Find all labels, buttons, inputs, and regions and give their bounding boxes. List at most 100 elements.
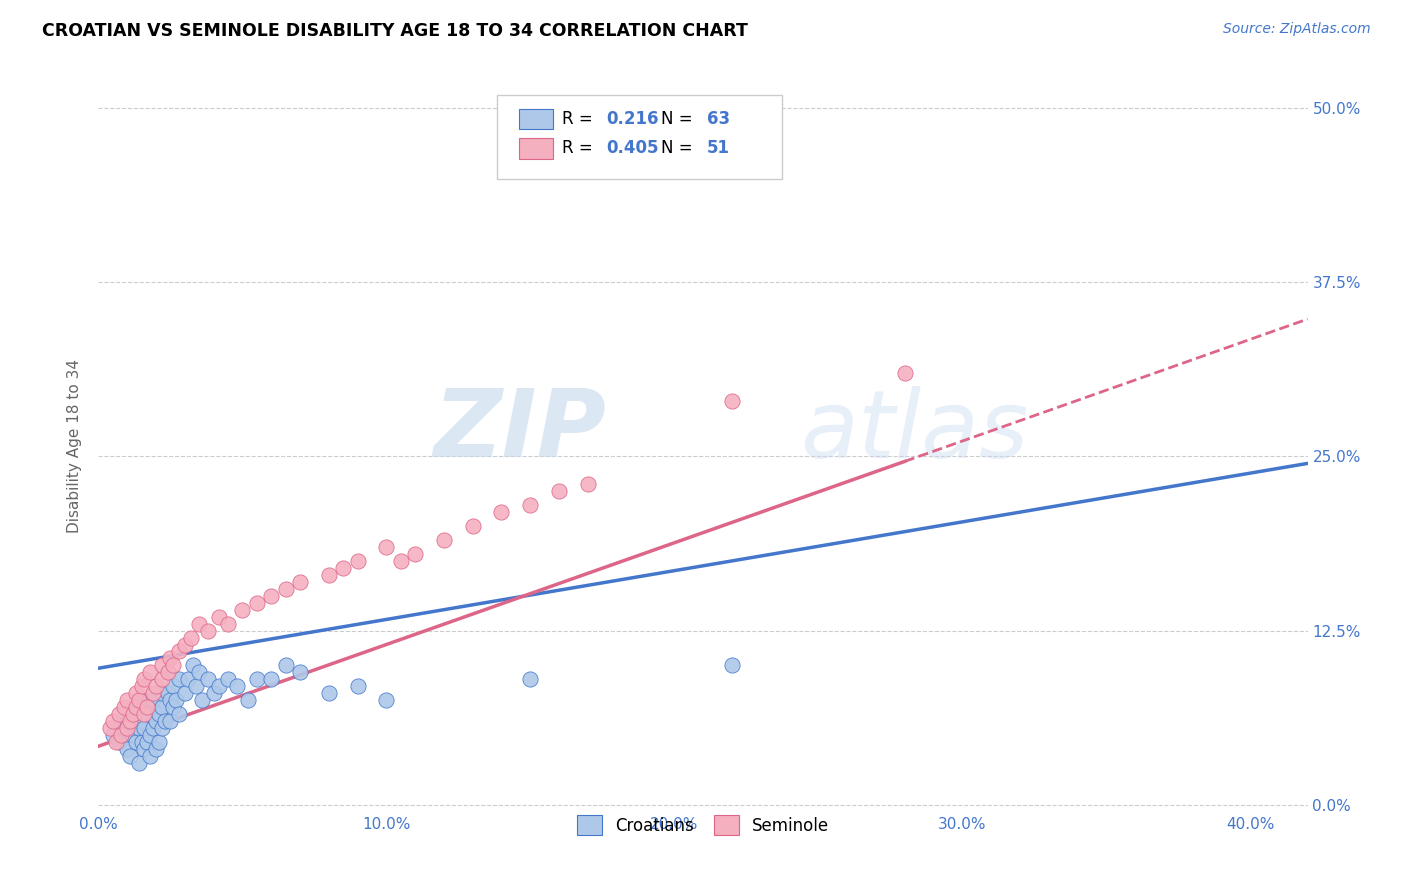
Point <box>159 651 181 665</box>
Point <box>115 742 138 756</box>
Point <box>159 714 181 728</box>
Text: R =: R = <box>561 110 598 128</box>
Point <box>139 728 162 742</box>
Point <box>433 533 456 547</box>
Point <box>142 686 165 700</box>
Point <box>125 735 148 749</box>
Point <box>150 721 173 735</box>
Point <box>260 589 283 603</box>
Point <box>101 714 124 728</box>
Point <box>156 665 179 680</box>
Point <box>173 686 195 700</box>
Point <box>115 714 138 728</box>
Point <box>139 665 162 680</box>
Point <box>150 700 173 714</box>
Point <box>720 658 742 673</box>
Point <box>236 693 259 707</box>
Text: 0.216: 0.216 <box>606 110 659 128</box>
Point <box>893 366 915 380</box>
Point <box>136 700 159 714</box>
Point <box>318 567 340 582</box>
Point <box>180 631 202 645</box>
Point <box>134 673 156 687</box>
Point <box>576 477 599 491</box>
Point <box>139 749 162 764</box>
Point <box>134 700 156 714</box>
Point <box>156 686 179 700</box>
Point <box>131 735 153 749</box>
Point <box>246 596 269 610</box>
Point <box>167 644 190 658</box>
FancyBboxPatch shape <box>519 109 553 129</box>
Point <box>208 679 231 693</box>
Point <box>162 679 184 693</box>
Point <box>139 700 162 714</box>
Point <box>142 693 165 707</box>
Point <box>148 735 170 749</box>
Point <box>288 574 311 589</box>
Point <box>104 735 127 749</box>
Point <box>346 554 368 568</box>
Point <box>274 582 297 596</box>
Point <box>112 721 135 735</box>
Y-axis label: Disability Age 18 to 34: Disability Age 18 to 34 <box>67 359 83 533</box>
Point <box>107 735 129 749</box>
Point <box>134 721 156 735</box>
Point <box>145 742 167 756</box>
Point <box>131 714 153 728</box>
Point <box>150 686 173 700</box>
Text: CROATIAN VS SEMINOLE DISABILITY AGE 18 TO 34 CORRELATION CHART: CROATIAN VS SEMINOLE DISABILITY AGE 18 T… <box>42 22 748 40</box>
Point <box>197 673 219 687</box>
Text: Source: ZipAtlas.com: Source: ZipAtlas.com <box>1223 22 1371 37</box>
Point <box>231 603 253 617</box>
Point <box>491 505 513 519</box>
Point <box>115 721 138 735</box>
Point <box>128 721 150 735</box>
Point <box>112 700 135 714</box>
Point <box>197 624 219 638</box>
Point <box>110 728 132 742</box>
Point <box>150 673 173 687</box>
Point <box>136 707 159 722</box>
Point <box>128 693 150 707</box>
Text: N =: N = <box>661 110 692 128</box>
Point <box>142 721 165 735</box>
Point <box>125 700 148 714</box>
Point <box>153 714 176 728</box>
Point <box>131 693 153 707</box>
Point <box>188 665 211 680</box>
Point <box>107 707 129 722</box>
Point <box>274 658 297 673</box>
Point <box>375 540 398 554</box>
Point <box>136 735 159 749</box>
Text: R =: R = <box>561 139 598 157</box>
Point <box>120 749 142 764</box>
Point <box>156 665 179 680</box>
Point <box>720 393 742 408</box>
Text: ZIP: ZIP <box>433 385 606 477</box>
Point <box>389 554 412 568</box>
Point <box>346 679 368 693</box>
Point <box>217 616 239 631</box>
Point <box>188 616 211 631</box>
Point <box>404 547 426 561</box>
Point <box>318 686 340 700</box>
Point <box>461 519 484 533</box>
Point <box>217 673 239 687</box>
Point <box>202 686 225 700</box>
Text: N =: N = <box>661 139 692 157</box>
Point <box>332 561 354 575</box>
Point <box>208 609 231 624</box>
Point <box>519 673 541 687</box>
Point <box>148 707 170 722</box>
Point <box>98 721 121 735</box>
Point <box>246 673 269 687</box>
Point <box>176 673 198 687</box>
Text: atlas: atlas <box>800 386 1028 477</box>
Point <box>173 638 195 652</box>
Point <box>159 693 181 707</box>
Point <box>125 700 148 714</box>
Point <box>120 714 142 728</box>
FancyBboxPatch shape <box>519 138 553 159</box>
Text: 63: 63 <box>707 110 730 128</box>
